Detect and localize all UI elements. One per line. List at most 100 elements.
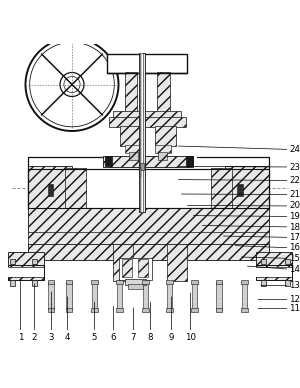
- Bar: [157, 72, 170, 111]
- Bar: [140, 169, 141, 177]
- Text: 17: 17: [224, 233, 300, 242]
- Bar: [66, 280, 72, 284]
- Bar: [158, 152, 166, 159]
- Bar: [129, 152, 138, 159]
- Text: 16: 16: [236, 244, 300, 253]
- Bar: [32, 258, 37, 264]
- Bar: [140, 163, 144, 170]
- Bar: [142, 308, 148, 312]
- Bar: [124, 279, 146, 285]
- Bar: [211, 168, 232, 208]
- Text: 11: 11: [258, 304, 300, 313]
- Bar: [167, 244, 187, 281]
- Bar: [139, 53, 145, 212]
- Bar: [216, 280, 222, 284]
- Bar: [10, 258, 15, 264]
- Bar: [8, 267, 44, 277]
- Text: 13: 13: [261, 281, 300, 290]
- Bar: [92, 282, 97, 308]
- Text: 5: 5: [92, 302, 97, 341]
- Circle shape: [30, 42, 114, 127]
- Bar: [119, 258, 152, 279]
- Text: 10: 10: [185, 293, 196, 341]
- Bar: [191, 280, 198, 284]
- Bar: [113, 111, 181, 118]
- Bar: [124, 145, 140, 152]
- Bar: [10, 280, 15, 286]
- Text: 24: 24: [178, 145, 300, 154]
- Bar: [91, 308, 98, 312]
- Text: 8: 8: [148, 302, 153, 341]
- Text: 2: 2: [32, 284, 37, 341]
- Text: 7: 7: [131, 308, 136, 341]
- Bar: [66, 308, 72, 312]
- Bar: [241, 280, 248, 284]
- Bar: [261, 258, 266, 264]
- Bar: [122, 260, 132, 277]
- Bar: [186, 156, 193, 166]
- Bar: [48, 282, 54, 308]
- Text: 15: 15: [242, 254, 300, 263]
- Bar: [128, 284, 142, 289]
- Bar: [28, 169, 269, 208]
- Text: 23: 23: [178, 163, 300, 171]
- Bar: [91, 280, 98, 284]
- Text: 19: 19: [194, 212, 300, 221]
- Text: 14: 14: [248, 265, 300, 274]
- Bar: [191, 308, 198, 312]
- Bar: [138, 260, 148, 277]
- Bar: [48, 280, 54, 284]
- Bar: [66, 282, 72, 308]
- Bar: [155, 145, 171, 152]
- Bar: [141, 53, 142, 212]
- Text: 4: 4: [65, 297, 70, 341]
- Bar: [116, 308, 123, 312]
- Bar: [109, 117, 186, 126]
- Bar: [216, 282, 222, 308]
- Text: 1: 1: [18, 281, 23, 341]
- Bar: [192, 282, 197, 308]
- Text: 3: 3: [49, 292, 54, 341]
- Circle shape: [26, 38, 118, 131]
- Bar: [142, 280, 148, 284]
- Bar: [107, 54, 187, 73]
- Bar: [166, 308, 173, 312]
- Bar: [237, 184, 243, 196]
- Bar: [112, 244, 133, 281]
- Bar: [256, 267, 292, 277]
- Bar: [242, 282, 247, 308]
- Text: 12: 12: [258, 295, 300, 304]
- Bar: [32, 280, 37, 286]
- Text: 9: 9: [169, 297, 174, 341]
- Bar: [8, 265, 44, 279]
- Bar: [154, 126, 176, 146]
- Bar: [8, 251, 44, 266]
- Bar: [48, 308, 54, 312]
- Bar: [166, 280, 173, 284]
- Bar: [285, 280, 290, 286]
- Bar: [124, 72, 137, 111]
- Text: 6: 6: [111, 307, 116, 341]
- Bar: [142, 282, 148, 308]
- Text: 21: 21: [182, 190, 300, 199]
- Bar: [256, 251, 292, 266]
- Bar: [241, 308, 248, 312]
- Bar: [28, 208, 269, 233]
- Bar: [28, 232, 269, 245]
- Bar: [120, 126, 141, 146]
- Bar: [225, 166, 269, 209]
- Circle shape: [60, 73, 84, 97]
- Bar: [48, 184, 53, 196]
- Bar: [105, 156, 112, 166]
- Bar: [117, 282, 122, 308]
- Bar: [167, 282, 172, 308]
- Bar: [256, 265, 292, 279]
- Bar: [261, 280, 266, 286]
- Bar: [285, 258, 290, 264]
- Bar: [28, 166, 72, 209]
- Text: 18: 18: [202, 222, 300, 232]
- Text: 20: 20: [188, 201, 300, 211]
- Text: 22: 22: [178, 176, 300, 185]
- Bar: [64, 168, 86, 208]
- Bar: [28, 244, 269, 260]
